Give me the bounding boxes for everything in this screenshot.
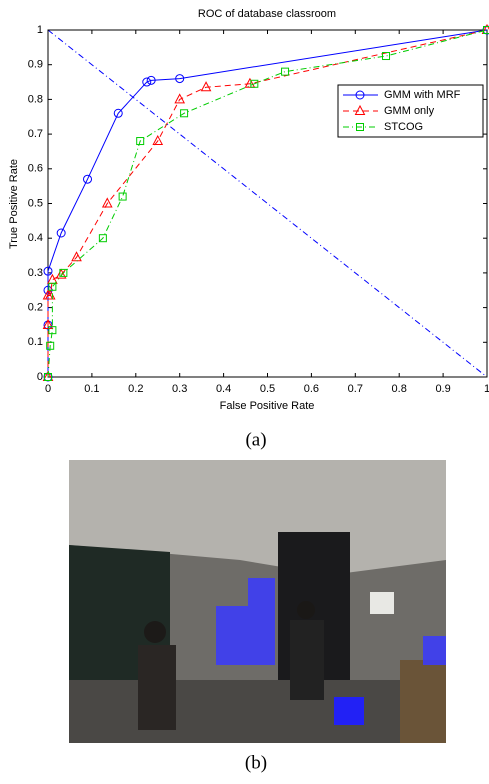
diagonal: [48, 30, 487, 377]
y-tick-label: 0.6: [28, 163, 43, 175]
x-tick-label: 0.2: [128, 383, 143, 395]
caption: (b): [245, 752, 267, 773]
y-tick-label: 0.5: [28, 197, 43, 209]
y-tick-label: 0: [37, 371, 43, 383]
x-tick-label: 0.7: [348, 383, 363, 395]
y-tick-label: 0.4: [28, 232, 43, 244]
legend-label: STCOG: [384, 121, 423, 133]
chart-title: ROC of database classroom: [198, 8, 336, 20]
x-tick-label: 0.5: [260, 383, 275, 395]
x-tick-label: 0.9: [435, 383, 450, 395]
caption: (a): [245, 429, 266, 450]
y-tick-label: 0.3: [28, 267, 43, 279]
y-tick-label: 1: [37, 24, 43, 36]
data-point: [282, 68, 289, 75]
y-tick-label: 0.2: [28, 302, 43, 314]
y-axis-label: True Positive Rate: [8, 159, 20, 249]
legend-label: GMM only: [384, 105, 435, 117]
data-point: [119, 193, 126, 200]
x-axis-label: False Positive Rate: [220, 400, 315, 412]
x-tick-label: 0.1: [84, 383, 99, 395]
x-tick-label: 0.8: [392, 383, 407, 395]
photo: [69, 460, 446, 743]
y-tick-label: 0.9: [28, 59, 43, 71]
y-tick-label: 0.7: [28, 128, 43, 140]
x-tick-label: 0.4: [216, 383, 231, 395]
x-tick-label: 0.3: [172, 383, 187, 395]
y-tick-label: 0.8: [28, 93, 43, 105]
legend-label: GMM with MRF: [384, 89, 461, 101]
x-tick-label: 0: [45, 383, 51, 395]
x-tick-label: 0.6: [304, 383, 319, 395]
y-tick-label: 0.1: [28, 336, 43, 348]
x-tick-label: 1: [484, 383, 489, 395]
data-point: [175, 94, 184, 103]
